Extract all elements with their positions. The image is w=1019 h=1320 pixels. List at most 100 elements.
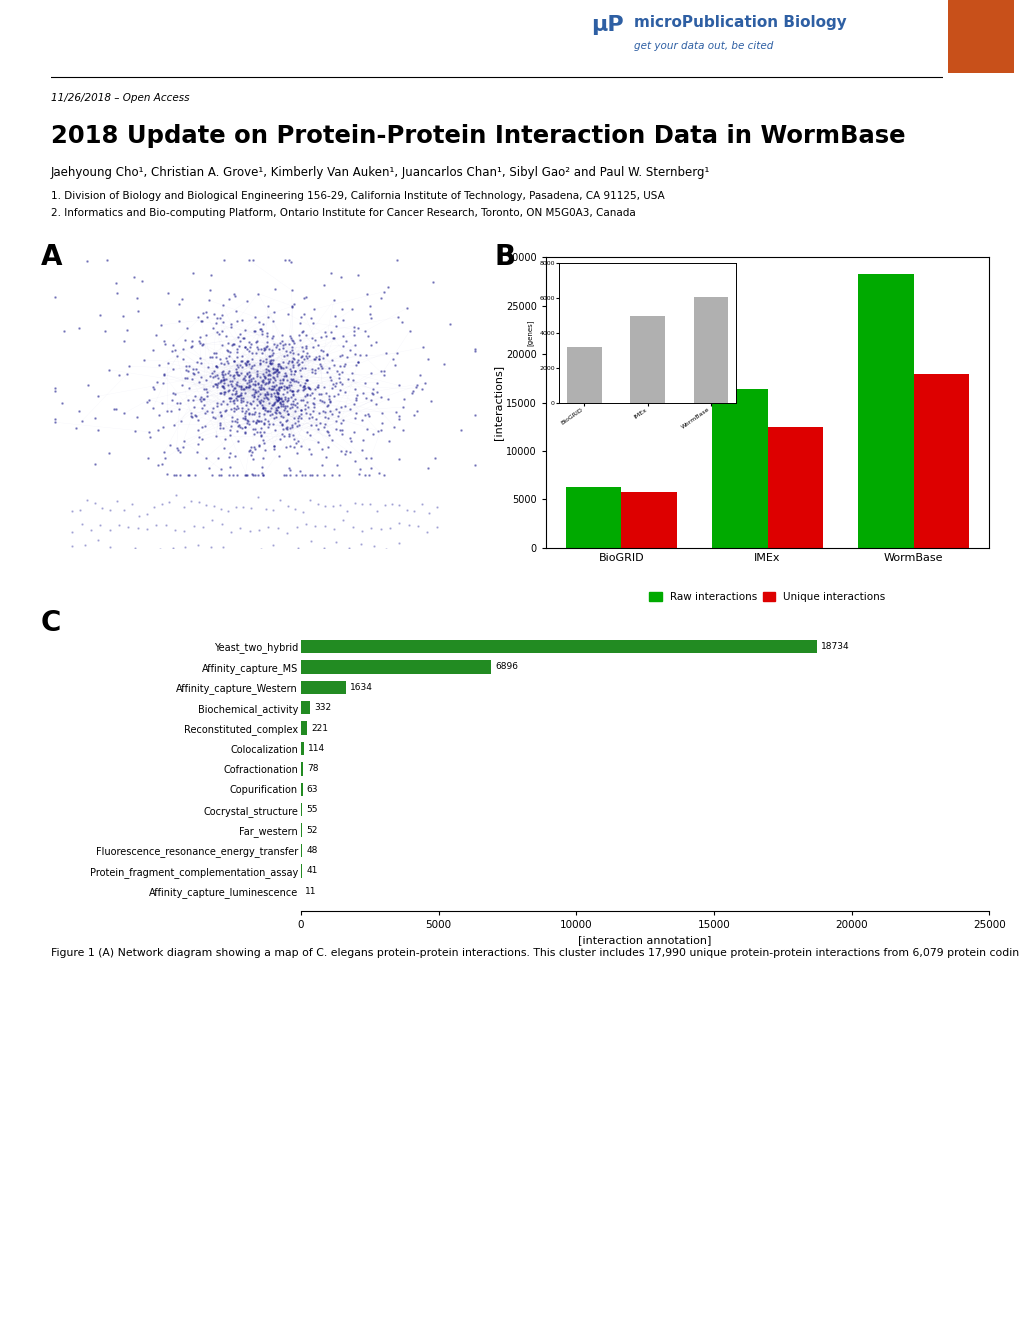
Point: [283, 381, 300, 403]
Point: [255, 465, 271, 486]
Point: [266, 358, 282, 379]
Point: [230, 335, 247, 356]
Point: [304, 383, 320, 404]
Point: [157, 334, 173, 355]
Point: [212, 348, 228, 370]
Point: [367, 331, 383, 352]
Point: [227, 496, 244, 517]
Point: [372, 420, 388, 441]
Point: [294, 376, 311, 397]
Point: [390, 375, 407, 396]
Point: [227, 387, 244, 408]
Point: [286, 400, 303, 421]
Point: [266, 436, 282, 457]
Point: [285, 437, 302, 458]
Point: [272, 376, 288, 397]
Point: [142, 426, 158, 447]
Point: [331, 355, 347, 376]
Point: [280, 351, 297, 372]
Point: [282, 363, 299, 384]
Point: [415, 337, 431, 358]
Point: [289, 430, 306, 451]
Point: [108, 272, 124, 293]
Point: [266, 362, 282, 383]
Point: [283, 396, 300, 417]
Point: [187, 359, 204, 380]
Point: [213, 305, 229, 326]
Point: [227, 285, 244, 306]
Point: [282, 393, 299, 414]
Point: [283, 329, 300, 350]
Point: [337, 381, 354, 403]
Point: [403, 539, 419, 560]
Point: [270, 396, 286, 417]
Point: [321, 391, 337, 412]
Point: [194, 429, 210, 450]
Point: [210, 447, 226, 469]
Point: [282, 379, 299, 400]
Point: [215, 378, 231, 399]
Point: [199, 400, 215, 421]
Point: [174, 437, 191, 458]
Point: [308, 409, 324, 430]
Point: [232, 376, 249, 397]
Point: [259, 400, 275, 421]
Point: [323, 429, 339, 450]
Point: [358, 387, 374, 408]
Point: [238, 465, 255, 486]
Point: [271, 403, 287, 424]
Point: [216, 249, 232, 271]
Point: [298, 403, 314, 424]
Point: [198, 495, 214, 516]
Point: [257, 384, 273, 405]
Point: [146, 496, 162, 517]
Point: [79, 490, 96, 511]
Point: [221, 288, 237, 309]
Point: [285, 293, 302, 314]
Point: [140, 447, 156, 469]
Point: [228, 362, 245, 383]
Point: [252, 421, 268, 442]
Point: [244, 385, 260, 407]
Text: 41: 41: [306, 866, 317, 875]
Point: [267, 360, 283, 381]
Point: [267, 407, 283, 428]
Point: [285, 429, 302, 450]
Point: [260, 378, 276, 399]
Point: [247, 321, 263, 342]
Point: [256, 366, 272, 387]
Point: [317, 413, 333, 434]
Point: [271, 429, 287, 450]
Point: [281, 342, 298, 363]
Point: [313, 326, 329, 347]
Point: [244, 404, 260, 425]
Point: [256, 421, 272, 442]
Point: [388, 343, 405, 364]
Point: [308, 346, 324, 367]
Point: [260, 306, 276, 327]
Point: [283, 337, 300, 358]
Point: [265, 362, 281, 383]
Point: [324, 327, 340, 348]
Point: [294, 502, 311, 523]
Point: [256, 413, 272, 434]
Point: [264, 339, 280, 360]
Point: [232, 323, 249, 345]
Point: [192, 327, 208, 348]
Point: [225, 284, 242, 305]
Point: [191, 491, 207, 512]
Point: [243, 498, 259, 519]
Point: [354, 409, 370, 430]
Point: [323, 350, 339, 371]
Point: [247, 380, 263, 401]
Point: [265, 375, 281, 396]
Point: [299, 370, 315, 391]
Point: [306, 298, 322, 319]
Point: [306, 396, 322, 417]
Point: [259, 356, 275, 378]
Point: [265, 535, 281, 556]
Point: [316, 417, 332, 438]
Point: [168, 437, 184, 458]
Point: [220, 346, 236, 367]
Point: [237, 319, 254, 341]
